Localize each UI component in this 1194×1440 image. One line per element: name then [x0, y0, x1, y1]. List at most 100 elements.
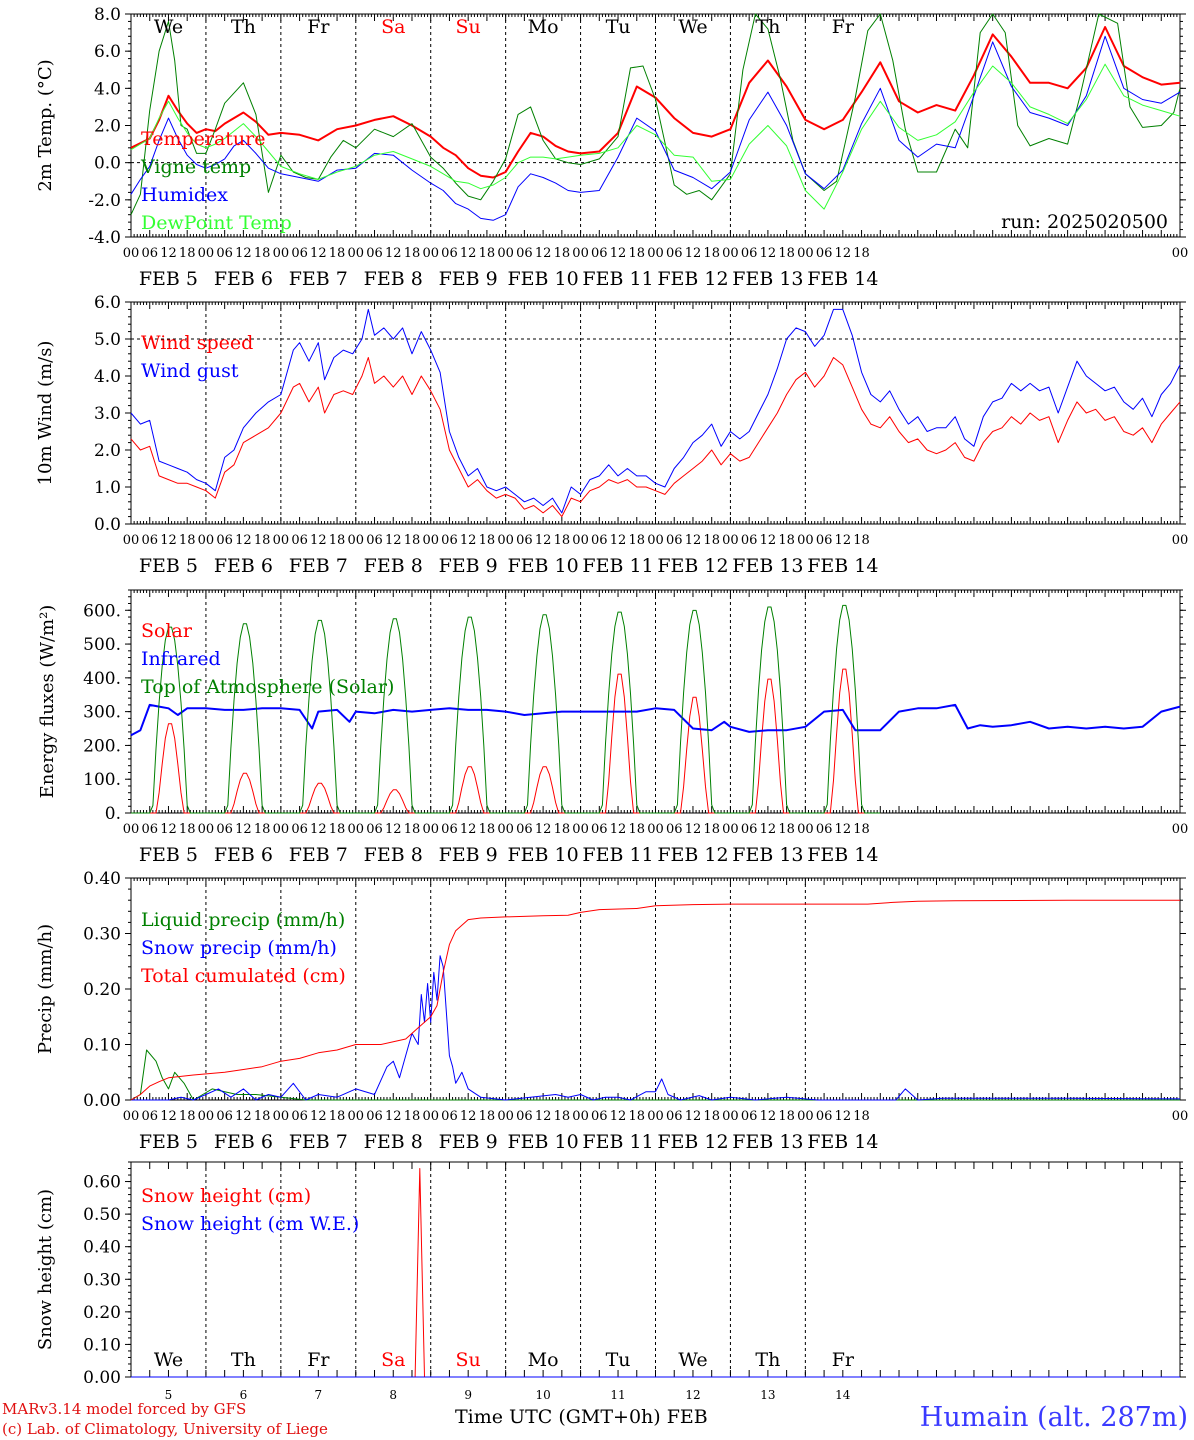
- x-hour-label: 12: [610, 246, 627, 261]
- x-hour-label: 00: [422, 1109, 439, 1124]
- legend-entry: Infrared: [141, 648, 221, 670]
- day-number-label: 12: [685, 1388, 700, 1402]
- panel-wind: 0.0 1.0 2.0 3.0 4.0 5.0 6.0 10m Wind (m/s) Wind …: [35, 293, 1188, 577]
- x-hour-label: 00: [1172, 246, 1189, 261]
- weekday-label: We: [154, 16, 183, 38]
- x-hour-label: 06: [816, 822, 833, 837]
- x-date-label: FEB 9: [439, 1131, 498, 1153]
- x-hour-label: 00: [497, 1109, 514, 1124]
- x-date-label: FEB 11: [582, 1131, 653, 1153]
- x-hour-label: 06: [816, 1109, 833, 1124]
- y-tick-label: 0.00: [83, 1091, 121, 1111]
- x-hour-label: 06: [816, 246, 833, 261]
- x-hour-label: 18: [778, 822, 795, 837]
- x-hour-label: 06: [741, 246, 758, 261]
- y-tick-label: -2.0: [88, 191, 121, 211]
- x-hour-label: 18: [329, 822, 346, 837]
- y-axis-label: Energy fluxes (W/m²): [37, 605, 58, 799]
- series-line-top-of-atmosphere-solar-: [131, 604, 881, 814]
- x-date-label: FEB 12: [657, 1131, 728, 1153]
- x-hour-label: 18: [778, 246, 795, 261]
- y-tick-label: 0.30: [83, 1270, 121, 1290]
- x-hour-label: 12: [160, 533, 177, 548]
- x-date-label: FEB 9: [439, 844, 498, 866]
- y-tick-label: 0.10: [83, 1036, 121, 1056]
- x-hour-label: 06: [591, 533, 608, 548]
- x-date-label: FEB 14: [807, 1131, 878, 1153]
- x-date-label: FEB 8: [364, 555, 423, 577]
- x-hour-label: 00: [273, 246, 290, 261]
- x-hour-label: 00: [422, 822, 439, 837]
- x-hour-label: 18: [554, 246, 571, 261]
- x-hour-label: 12: [685, 1109, 702, 1124]
- x-hour-label: 18: [179, 1109, 196, 1124]
- x-date-label: FEB 6: [214, 555, 273, 577]
- y-tick-label: 0.0: [94, 515, 121, 535]
- x-hour-label: 12: [760, 822, 777, 837]
- weekday-label: Mo: [528, 16, 559, 38]
- x-hour-label: 18: [479, 1109, 496, 1124]
- x-hour-label: 00: [647, 246, 664, 261]
- x-hour-label: 18: [703, 246, 720, 261]
- station-name: Humain (alt. 287m): [919, 1402, 1188, 1433]
- y-tick-label: 2.0: [94, 441, 121, 461]
- y-tick-label: 200.: [83, 736, 121, 756]
- y-tick-label: 1.0: [94, 478, 121, 498]
- x-hour-label: 00: [497, 246, 514, 261]
- series-line-wind-gust: [130, 308, 1181, 514]
- x-hour-label: 00: [647, 533, 664, 548]
- x-hour-label: 12: [160, 246, 177, 261]
- y-tick-label: 0.10: [83, 1335, 121, 1355]
- x-hour-label: 12: [160, 1109, 177, 1124]
- x-hour-label: 18: [254, 533, 271, 548]
- snow-weekday-label: Th: [755, 1349, 780, 1371]
- x-hour-label: 06: [591, 1109, 608, 1124]
- series-line-liquid-precip-mm-h-: [130, 1049, 1180, 1101]
- x-hour-label: 00: [647, 1109, 664, 1124]
- day-number-label: 7: [315, 1388, 323, 1402]
- x-hour-label: 06: [816, 533, 833, 548]
- x-hour-label: 06: [291, 246, 308, 261]
- y-tick-label: 0.60: [83, 1173, 121, 1193]
- x-hour-label: 00: [797, 822, 814, 837]
- x-hour-label: 18: [703, 533, 720, 548]
- x-hour-label: 00: [797, 246, 814, 261]
- x-hour-label: 06: [666, 1109, 683, 1124]
- x-hour-label: 18: [479, 822, 496, 837]
- legend-entry: Snow height (cm): [141, 1185, 311, 1207]
- x-date-label: FEB 6: [214, 268, 273, 290]
- x-date-label: FEB 7: [289, 844, 348, 866]
- day-number-label: 10: [535, 1388, 550, 1402]
- x-hour-label: 00: [422, 533, 439, 548]
- x-hour-label: 00: [198, 1109, 215, 1124]
- x-hour-label: 12: [760, 246, 777, 261]
- day-number-label: 6: [240, 1388, 248, 1402]
- x-hour-label: 00: [497, 822, 514, 837]
- x-hour-label: 06: [591, 246, 608, 261]
- y-tick-label: 6.0: [94, 293, 121, 313]
- x-hour-label: 06: [516, 1109, 533, 1124]
- x-hour-label: 18: [628, 246, 645, 261]
- x-hour-label: 00: [273, 822, 290, 837]
- x-date-label: FEB 14: [807, 268, 878, 290]
- legend-entry: Liquid precip (mm/h): [141, 909, 345, 931]
- x-date-label: FEB 5: [139, 1131, 198, 1153]
- weekday-label: Tu: [606, 16, 631, 38]
- x-hour-label: 06: [516, 533, 533, 548]
- x-hour-label: 12: [535, 822, 552, 837]
- x-hour-label: 06: [666, 822, 683, 837]
- x-hour-label: 18: [179, 246, 196, 261]
- legend-entry: DewPoint Temp: [141, 212, 292, 234]
- x-date-label: FEB 10: [507, 844, 578, 866]
- weekday-label: Fr: [307, 16, 330, 38]
- panel-precip: 0.00 0.10 0.20 0.30 0.40 Precip (mm/h) Liquid …: [35, 869, 1188, 1153]
- y-tick-label: 400.: [83, 669, 121, 689]
- x-hour-label: 18: [778, 1109, 795, 1124]
- x-date-label: FEB 11: [582, 555, 653, 577]
- x-hour-label: 00: [123, 246, 140, 261]
- x-hour-label: 06: [516, 246, 533, 261]
- x-hour-label: 00: [647, 822, 664, 837]
- x-hour-label: 12: [760, 533, 777, 548]
- x-hour-label: 06: [141, 533, 158, 548]
- x-hour-label: 00: [422, 246, 439, 261]
